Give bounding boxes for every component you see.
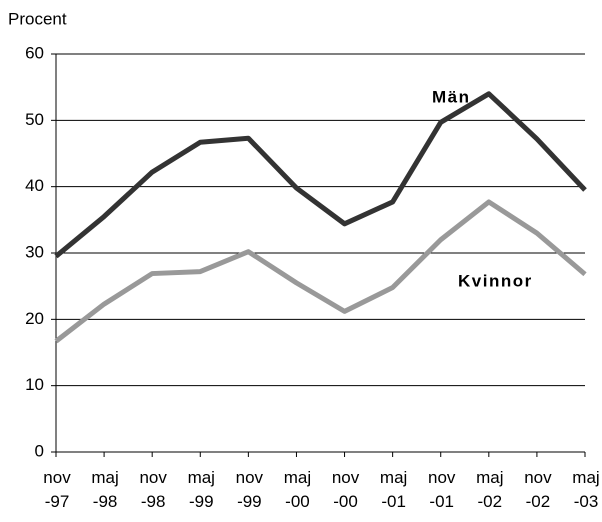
x-tick-label: maj -01 (379, 468, 408, 511)
y-tick-label: 60 (25, 43, 44, 62)
x-tick-label: nov -98 (139, 468, 167, 511)
series-label: Kvinnor (458, 271, 533, 290)
y-tick-label: 10 (25, 375, 44, 394)
x-tick-label: nov -02 (524, 468, 552, 511)
series-label: Män (432, 87, 471, 106)
x-tick-label: maj -03 (572, 468, 600, 511)
x-tick-label: nov -99 (235, 468, 264, 511)
y-tick-label: 40 (25, 176, 44, 195)
series-line (54, 199, 587, 344)
x-tick-label: nov -01 (428, 468, 456, 511)
y-tick-label: 50 (25, 110, 44, 129)
x-tick-label: maj -02 (476, 468, 504, 511)
y-tick-label: 30 (25, 242, 44, 261)
series-line (54, 91, 587, 259)
x-tick-label: nov -97 (43, 468, 71, 511)
y-tick-label: 20 (25, 309, 44, 328)
x-tick-label: maj -00 (283, 468, 312, 511)
x-tick-label: maj -99 (187, 468, 215, 511)
x-tick-label: maj -98 (91, 468, 119, 511)
y-tick-label: 0 (35, 441, 44, 460)
y-axis-title: Procent (8, 9, 67, 28)
x-tick-label: nov -00 (331, 468, 360, 511)
